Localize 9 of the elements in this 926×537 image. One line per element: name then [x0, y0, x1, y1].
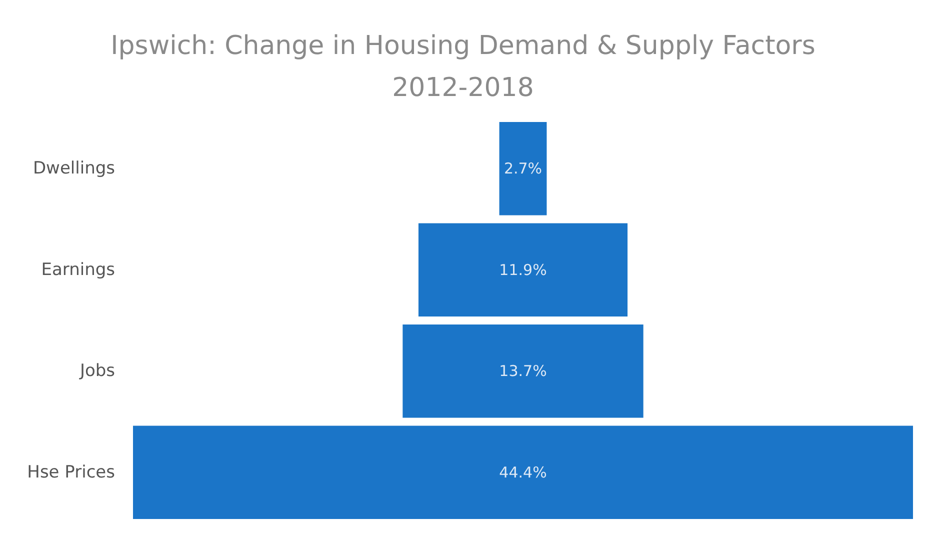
text: Ipswich: Change in Housing Demand & Supply Factors 2012-2018	[110, 31, 816, 103]
data-label: 2.7%	[504, 160, 542, 178]
category-label: Jobs	[78, 361, 116, 382]
data-label: 13.7%	[499, 362, 547, 380]
data-label: 11.9%	[499, 260, 547, 279]
category-label: Dwellings	[32, 158, 116, 179]
category-label: Hse Prices	[27, 462, 116, 482]
category-label: Earnings	[41, 260, 116, 280]
data-label: 44.4%	[499, 463, 547, 482]
